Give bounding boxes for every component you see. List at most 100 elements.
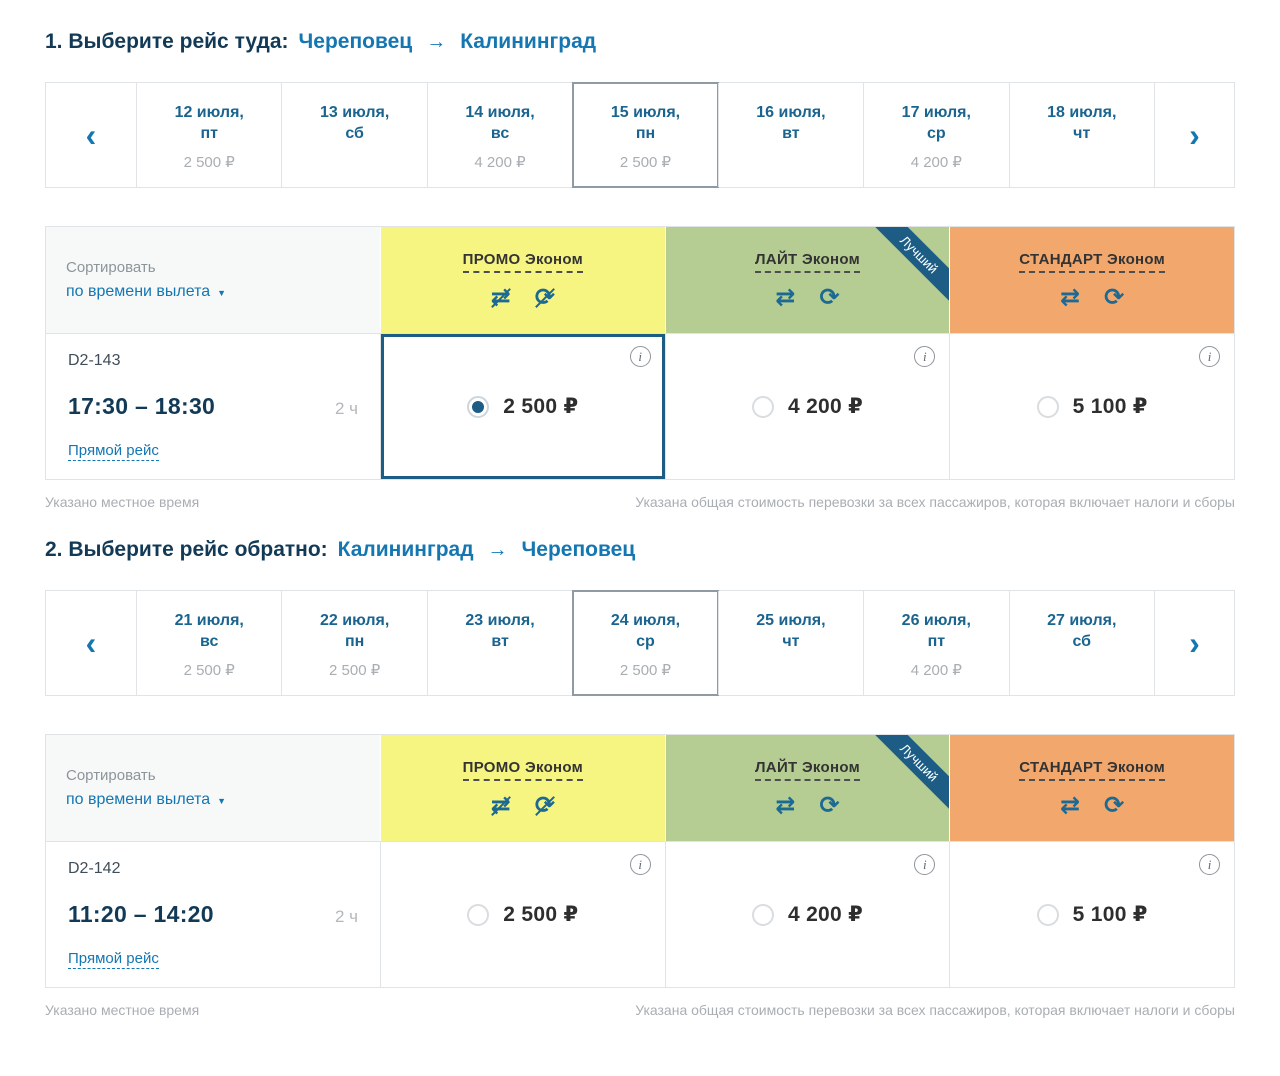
price-radio[interactable] <box>467 903 490 926</box>
best-ribbon-label: Лучший <box>864 227 950 310</box>
fare-name-light[interactable]: ЛАЙТ Эконом <box>754 759 861 781</box>
route-arrow-icon: → <box>426 30 447 53</box>
price-option-standard[interactable]: i 5 100 ₽ <box>949 334 1234 479</box>
weekday-label: сб <box>345 125 364 142</box>
info-icon[interactable]: i <box>629 346 651 367</box>
flight-number: D2-143 <box>68 352 121 369</box>
price-radio[interactable] <box>751 395 774 418</box>
refund-icon: ⟳ <box>1104 283 1125 311</box>
flight-duration: 2 ч <box>334 906 358 926</box>
date-price: 4 200 ₽ <box>474 153 526 171</box>
date-option[interactable]: 18 июля, чт <box>1008 83 1154 187</box>
fare-name-promo[interactable]: ПРОМО Эконом <box>462 251 584 273</box>
return-to-city: Череповец <box>521 538 636 561</box>
fare-column-standard[interactable]: СТАНДАРТ Эконом ⇄ ⟳ <box>949 227 1235 333</box>
outbound-date-carousel: ‹ 12 июля, пт 2 500 ₽ 13 июля, сб 14 июл… <box>45 82 1235 188</box>
date-option[interactable]: 13 июля, сб <box>281 83 426 187</box>
weekday-label: вт <box>491 633 509 650</box>
date-option[interactable]: 21 июля, вс 2 500 ₽ <box>136 591 281 695</box>
best-ribbon: Лучший <box>857 735 950 827</box>
price-option-promo-selected[interactable]: i 2 500 ₽ <box>380 334 665 479</box>
route-arrow-icon: → <box>487 538 508 561</box>
date-price: 2 500 ₽ <box>619 661 672 679</box>
direct-flight-link[interactable]: Прямой рейс <box>68 442 159 461</box>
date-label: 16 июля, <box>756 104 826 122</box>
date-option[interactable]: 27 июля, сб <box>1008 591 1154 695</box>
date-option[interactable]: 23 июля, вт <box>426 591 572 695</box>
date-option-selected[interactable]: 15 июля, пн 2 500 ₽ <box>572 82 720 188</box>
return-section: 2. Выберите рейс обратно: Калининград → … <box>45 538 1235 1018</box>
date-option[interactable]: 26 июля, пт 4 200 ₽ <box>863 591 1008 695</box>
fare-column-light[interactable]: ЛАЙТ Эконом ⇄ ⟳ Лучший <box>664 227 950 333</box>
date-option[interactable]: 14 июля, вс 4 200 ₽ <box>426 83 572 187</box>
date-label: 18 июля, <box>1047 104 1117 122</box>
price-value: 2 500 ₽ <box>503 395 579 418</box>
info-icon[interactable]: i <box>914 854 936 875</box>
info-icon[interactable]: i <box>1199 346 1221 367</box>
return-step-title: 2. Выберите рейс обратно: Калининград → … <box>45 538 1235 562</box>
date-option[interactable]: 17 июля, ср 4 200 ₽ <box>863 83 1008 187</box>
price-radio-checked[interactable] <box>467 395 490 418</box>
fare-icons: ⇄ ⟳ <box>1060 285 1124 309</box>
price-radio[interactable] <box>1036 395 1059 418</box>
fare-name-promo[interactable]: ПРОМО Эконом <box>462 759 584 781</box>
info-icon[interactable]: i <box>1199 854 1221 875</box>
date-price: 4 200 ₽ <box>910 153 962 171</box>
fare-name-light[interactable]: ЛАЙТ Эконом <box>754 251 861 273</box>
fare-header-row: Сортировать по времени вылета ▼ ПРОМО Эк… <box>46 735 1235 841</box>
carousel-prev-button[interactable]: ‹ <box>85 116 97 153</box>
sort-dropdown[interactable]: по времени вылета ▼ <box>66 791 360 809</box>
no-refund-icon: ⟳ <box>534 283 555 311</box>
outbound-step-label: 1. Выберите рейс туда: <box>45 30 289 53</box>
return-from-city: Калининград <box>337 538 474 561</box>
fare-column-standard[interactable]: СТАНДАРТ Эконом ⇄ ⟳ <box>949 735 1235 841</box>
date-price: 2 500 ₽ <box>183 661 235 679</box>
info-icon[interactable]: i <box>629 854 651 875</box>
carousel-next-button[interactable]: › <box>1153 83 1234 187</box>
price-option-light[interactable]: i 4 200 ₽ <box>664 842 950 987</box>
sort-cell: Сортировать по времени вылета ▼ <box>46 227 380 333</box>
return-fare-table: Сортировать по времени вылета ▼ ПРОМО Эк… <box>45 734 1235 988</box>
date-label: 13 июля, <box>319 104 390 122</box>
date-option[interactable]: 16 июля, вт <box>717 83 863 187</box>
date-option[interactable]: 12 июля, пт 2 500 ₽ <box>136 83 281 187</box>
flight-duration: 2 ч <box>334 398 358 418</box>
date-label: 27 июля, <box>1047 612 1117 630</box>
price-radio[interactable] <box>751 903 774 926</box>
fare-column-promo[interactable]: ПРОМО Эконом ⇄ ⟳ <box>380 227 665 333</box>
date-label: 24 июля, <box>610 612 681 630</box>
total-cost-note: Указана общая стоимость перевозки за все… <box>635 494 1235 510</box>
sort-dropdown[interactable]: по времени вылета ▼ <box>66 283 360 301</box>
direct-flight-link[interactable]: Прямой рейс <box>68 950 159 969</box>
flight-info: D2-143 17:30 – 18:30 2 ч Прямой рейс <box>46 334 380 479</box>
flight-time-line: 11:20 – 14:20 2 ч <box>68 901 358 928</box>
price-option-light[interactable]: i 4 200 ₽ <box>664 334 950 479</box>
price-radio[interactable] <box>1036 903 1059 926</box>
fare-column-promo[interactable]: ПРОМО Эконом ⇄ ⟳ <box>380 735 665 841</box>
no-change-icon: ⇄ <box>490 283 511 311</box>
price-option-standard[interactable]: i 5 100 ₽ <box>949 842 1234 987</box>
carousel-prev-button[interactable]: ‹ <box>85 624 97 661</box>
date-option[interactable]: 25 июля, чт <box>717 591 863 695</box>
no-change-icon: ⇄ <box>490 791 511 819</box>
fare-column-light[interactable]: ЛАЙТ Эконом ⇄ ⟳ Лучший <box>664 735 950 841</box>
refund-icon: ⟳ <box>819 791 840 819</box>
date-label: 12 июля, <box>174 104 244 122</box>
date-option[interactable]: 22 июля, пн 2 500 ₽ <box>281 591 426 695</box>
fare-name-standard[interactable]: СТАНДАРТ Эконом <box>1019 251 1166 273</box>
weekday-label: чт <box>1073 125 1091 142</box>
date-label: 15 июля, <box>610 104 681 122</box>
date-option-selected[interactable]: 24 июля, ср 2 500 ₽ <box>572 590 720 696</box>
sort-value-text: по времени вылета <box>66 791 211 808</box>
price-value: 5 100 ₽ <box>1072 903 1148 926</box>
weekday-label: вс <box>490 125 510 142</box>
return-flight-row: D2-142 11:20 – 14:20 2 ч Прямой рейс i 2… <box>46 841 1234 987</box>
fare-name-standard[interactable]: СТАНДАРТ Эконом <box>1019 759 1166 781</box>
return-step-label: 2. Выберите рейс обратно: <box>45 538 328 561</box>
price-option-promo[interactable]: i 2 500 ₽ <box>380 842 665 987</box>
refund-icon: ⟳ <box>1104 791 1125 819</box>
change-icon: ⇄ <box>775 791 796 819</box>
info-icon[interactable]: i <box>914 346 936 367</box>
carousel-next-button[interactable]: › <box>1153 591 1234 695</box>
date-price: 2 500 ₽ <box>183 153 235 171</box>
